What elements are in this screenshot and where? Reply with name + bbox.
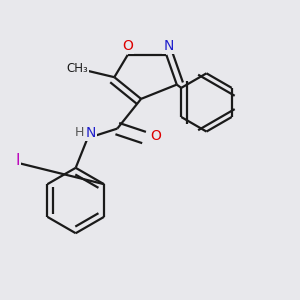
Text: CH₃: CH₃ bbox=[66, 62, 88, 75]
Text: N: N bbox=[85, 126, 96, 140]
Text: H: H bbox=[75, 126, 84, 139]
Text: O: O bbox=[150, 129, 161, 143]
Text: O: O bbox=[122, 39, 133, 53]
Text: N: N bbox=[164, 39, 174, 53]
Text: I: I bbox=[15, 154, 20, 169]
